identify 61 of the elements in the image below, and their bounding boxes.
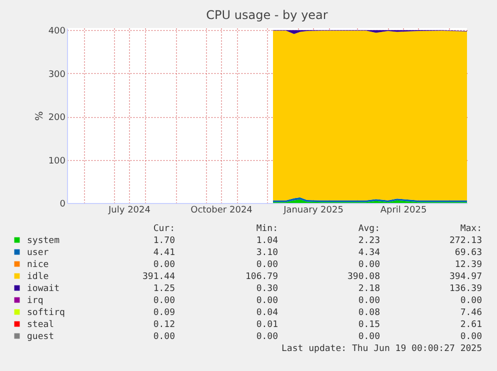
text: Cur: <box>153 224 175 234</box>
text: 0.00 <box>153 296 175 306</box>
text: Last update: Thu Jun 19 00:00:27 2025 <box>282 344 482 354</box>
legend-label: guest <box>27 332 54 342</box>
text: 391.44 <box>142 272 175 282</box>
text: 0.00 <box>256 260 278 270</box>
text: 4.41 <box>153 248 175 258</box>
text: 4.34 <box>358 248 380 258</box>
text: 0.12 <box>153 320 175 330</box>
text: 1.04 <box>256 236 278 246</box>
text: Avg: <box>358 224 380 234</box>
text: 0.00 <box>358 332 380 342</box>
legend-label: user <box>27 248 50 258</box>
text: 0.08 <box>358 308 380 318</box>
y-tick-label: 100 <box>48 156 66 166</box>
text: 390.08 <box>347 272 380 282</box>
text: 1.70 <box>153 236 175 246</box>
y-tick-label: 300 <box>48 70 66 80</box>
text: 0.15 <box>358 320 380 330</box>
x-tick-label: July 2024 <box>108 206 151 216</box>
text: 2.18 <box>358 284 380 294</box>
y-tick-label: 0 <box>60 200 66 210</box>
text: 0.00 <box>358 296 380 306</box>
x-tick-label: January 2025 <box>282 206 344 216</box>
text: 394.97 <box>449 272 482 282</box>
text: 0.04 <box>256 308 278 318</box>
text: 0.00 <box>256 332 278 342</box>
text: 0.01 <box>256 320 278 330</box>
text: 7.46 <box>460 308 482 318</box>
text: 0.00 <box>460 332 482 342</box>
legend-label: softirq <box>27 308 65 318</box>
legend-label: idle <box>27 272 49 282</box>
x-tick-label: April 2025 <box>380 206 427 216</box>
text: 2.61 <box>460 320 482 330</box>
legend-label: iowait <box>27 284 60 294</box>
text: 136.39 <box>449 284 482 294</box>
text: 0.00 <box>460 296 482 306</box>
text: 2.23 <box>358 236 380 246</box>
text: 0.30 <box>256 284 278 294</box>
text: 0.00 <box>256 296 278 306</box>
text: 0.00 <box>358 260 380 270</box>
text: 106.79 <box>245 272 278 282</box>
legend-label: steal <box>27 320 54 330</box>
y-tick-label: 200 <box>48 113 66 124</box>
legend-label: irq <box>27 296 44 306</box>
text: 3.10 <box>256 248 278 258</box>
legend-label: system <box>27 236 60 246</box>
x-tick-label: October 2024 <box>190 206 253 216</box>
chart-title: CPU usage - by year <box>206 8 328 22</box>
text: Max: <box>460 224 482 234</box>
text: 12.39 <box>454 260 482 270</box>
text: 1.25 <box>153 284 175 294</box>
text: 272.13 <box>449 236 482 246</box>
text: 0.00 <box>153 332 175 342</box>
y-axis-title: % <box>34 111 46 121</box>
legend-label: nice <box>27 260 49 270</box>
text: 0.09 <box>153 308 175 318</box>
y-tick-label: 400 <box>48 26 66 37</box>
text: 69.63 <box>454 248 482 258</box>
text: Min: <box>256 224 278 234</box>
text: 0.00 <box>153 260 175 270</box>
